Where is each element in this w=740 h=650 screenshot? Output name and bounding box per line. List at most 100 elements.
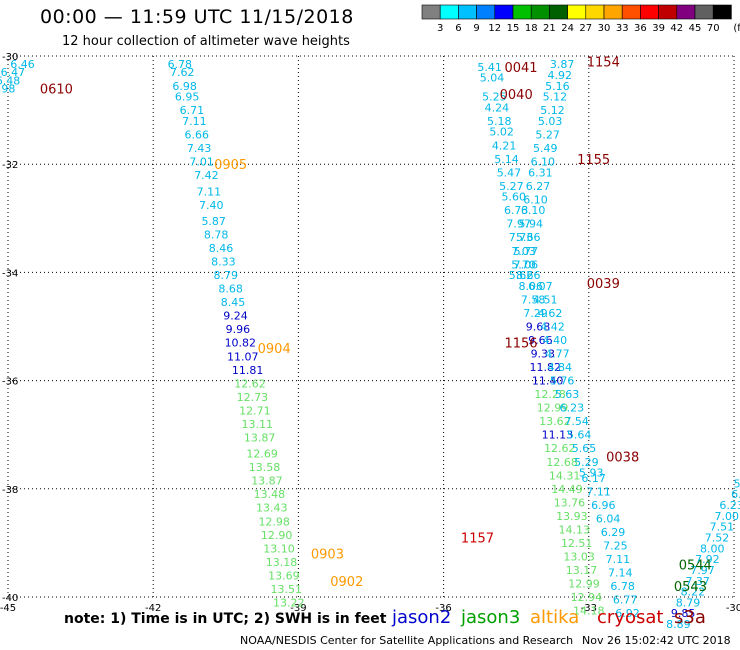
colorbar-tick-label: 27 xyxy=(579,23,592,34)
colorbar-tick-label: 42 xyxy=(670,23,683,34)
wave-height-label: 6.10 xyxy=(531,155,556,168)
y-tick-label: -34 xyxy=(2,268,18,279)
wave-height-label: 7.51 xyxy=(710,521,735,534)
wave-height-label: 13.43 xyxy=(256,502,288,515)
wave-height-label: 5.49 xyxy=(533,142,558,155)
colorbar-tick-label: 21 xyxy=(543,23,556,34)
colorbar-swatch xyxy=(712,4,732,20)
wave-height-label: 11.07 xyxy=(227,350,259,363)
colorbar-tick-label: 30 xyxy=(598,23,611,34)
x-tick-label: -33 xyxy=(581,603,597,614)
wave-height-label: 8.33 xyxy=(211,256,236,269)
footer-note: note: 1) Time is in UTC; 2) SWH is in fe… xyxy=(64,611,387,627)
wave-height-label: 7.58 xyxy=(521,293,546,306)
colorbar-tick-label: 6 xyxy=(455,23,461,34)
wave-height-label: 13.76 xyxy=(554,496,586,509)
wave-height-label: 7.97 xyxy=(690,564,715,577)
wave-height-label: 13.62 xyxy=(539,415,571,428)
y-tick-label: -36 xyxy=(2,377,18,388)
pass-time-label: 0902 xyxy=(330,575,363,590)
wave-height-label: 6.46 xyxy=(10,58,35,71)
wave-height-label: 7.62 xyxy=(170,66,195,79)
wave-height-label: 7.40 xyxy=(199,199,224,212)
wave-height-label: 5.87 xyxy=(201,215,226,228)
wave-height-label: 12.28 xyxy=(534,388,566,401)
wave-height-label: 7.11 xyxy=(182,115,207,128)
wave-height-label: 6.66 xyxy=(185,128,210,141)
wave-height-label: 5.25 xyxy=(482,91,507,104)
wave-height-label: 11.81 xyxy=(232,364,264,377)
pass-time-label: 0610 xyxy=(40,82,73,97)
wave-height-label: 8.06 xyxy=(518,280,543,293)
x-tick-label: -42 xyxy=(145,603,161,614)
wave-height-label: 5.29 xyxy=(574,456,599,469)
wave-height-label: 4.40 xyxy=(543,334,568,347)
wave-height-label: 6.07 xyxy=(528,280,553,293)
wave-height-label: 12.62 xyxy=(544,442,576,455)
wave-height-label: 6.48 xyxy=(0,74,20,87)
wave-height-label: 6. xyxy=(731,488,740,501)
pass-time-label: 1155 xyxy=(577,153,610,168)
wave-height-label: 7.92 xyxy=(695,553,720,566)
wave-height-label: 5.12 xyxy=(543,91,568,104)
colorbar-tick-label: 39 xyxy=(652,23,665,34)
wave-height-label: 9.24 xyxy=(223,310,248,323)
wave-height-label: 5.94 xyxy=(518,218,543,231)
wave-height-label: 8.78 xyxy=(204,229,229,242)
wave-height-label: 10.82 xyxy=(225,337,257,350)
wave-height-label: 6.98 xyxy=(172,80,197,93)
wave-height-label: 7.11 xyxy=(606,553,631,566)
wave-height-label: 7.97 xyxy=(506,218,531,231)
colorbar-tick-label: 12 xyxy=(488,23,501,34)
wave-height-label: 7.29 xyxy=(523,307,548,320)
colorbar-tick-label: 15 xyxy=(507,23,520,34)
wave-height-label: 6.95 xyxy=(175,91,200,104)
wave-height-label: 6.92 xyxy=(615,607,640,620)
legend-jason2: jason2 xyxy=(392,607,452,628)
wave-height-label: 4.62 xyxy=(538,307,563,320)
wave-height-label: 8.79 xyxy=(214,269,239,282)
wave-height-label: 6.47 xyxy=(1,66,26,79)
wave-height-label: 13.87 xyxy=(244,431,276,444)
wave-height-label: 5.27 xyxy=(535,128,560,141)
wave-height-label: 6.78 xyxy=(168,58,193,71)
wave-height-label: 13.10 xyxy=(263,542,295,555)
wave-height-label: 9.68 xyxy=(526,321,551,334)
wave-height-label: 5.14 xyxy=(494,153,519,166)
wave-height-label: 9.66 xyxy=(528,334,553,347)
wave-height-label: 4.51 xyxy=(533,293,558,306)
wave-height-label: 8.45 xyxy=(221,296,246,309)
wave-height-label: 12.90 xyxy=(261,529,293,542)
wave-height-label: 7.11 xyxy=(197,185,222,198)
wave-height-label: 12.69 xyxy=(246,448,278,461)
wave-height-label: 8.22 xyxy=(681,586,706,599)
wave-height-label: 13.51 xyxy=(271,583,303,596)
wave-height-label: 6.27 xyxy=(526,180,551,193)
wave-height-label: 13.48 xyxy=(254,488,286,501)
x-tick-label: -36 xyxy=(435,603,451,614)
wave-height-label: 5.62 xyxy=(509,269,534,282)
wave-height-label: 14.49 xyxy=(551,483,583,496)
wave-height-label: 7.06 xyxy=(514,258,539,271)
wave-height-label: 12.73 xyxy=(237,391,269,404)
wave-height-label: 11.40 xyxy=(532,375,564,388)
wave-height-label: 5.65 xyxy=(572,442,597,455)
wave-height-label: 6.10 xyxy=(521,204,546,217)
pass-time-label: 1156 xyxy=(504,337,537,352)
pass-time-label: 0904 xyxy=(258,342,291,357)
wave-height-label: 5.16 xyxy=(545,80,570,93)
wave-height-label: 6.71 xyxy=(180,104,205,117)
wave-height-label: 5.77 xyxy=(514,245,539,258)
wave-height-label: 12.94 xyxy=(571,591,603,604)
wave-height-label: 5.02 xyxy=(489,126,514,139)
wave-height-label: 13.18 xyxy=(266,556,298,569)
wave-height-label: 12.62 xyxy=(234,377,266,390)
colorbar-tick-label: 18 xyxy=(525,23,538,34)
wave-height-label: 7.52 xyxy=(705,531,730,544)
wave-height-label: 11.13 xyxy=(542,429,574,442)
y-tick-label: -38 xyxy=(2,485,18,496)
wave-height-label: 4.24 xyxy=(485,101,510,114)
colorbar-tick-label: 45 xyxy=(689,23,702,34)
wave-height-label: 12.71 xyxy=(239,404,271,417)
